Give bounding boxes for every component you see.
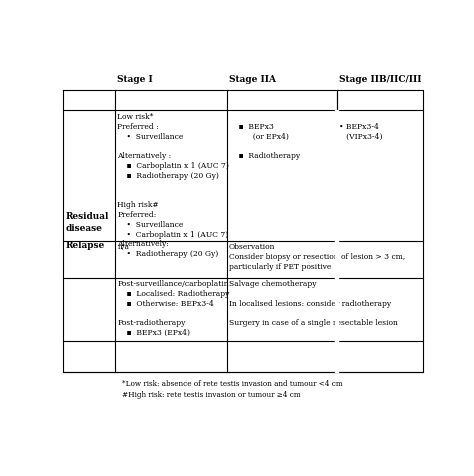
- Text: Stage IIB/IIC/III: Stage IIB/IIC/III: [339, 76, 421, 84]
- Text: Stage IIA: Stage IIA: [229, 76, 276, 84]
- Text: ▪  BEPx3
          (or EPx4)

    ▪  Radiotherapy: ▪ BEPx3 (or EPx4) ▪ Radiotherapy: [229, 113, 300, 160]
- Text: Stage I: Stage I: [118, 76, 153, 84]
- Text: Observation
Consider biopsy or resection of lesion > 3 cm,
particularly if PET p: Observation Consider biopsy or resection…: [229, 243, 405, 271]
- Text: Residual
disease: Residual disease: [65, 212, 109, 233]
- Text: First line: First line: [65, 41, 111, 50]
- Text: Low risk*
Preferred :
    •  Surveillance

Alternatively :
    ▪  Carboplatin x : Low risk* Preferred : • Surveillance Alt…: [118, 113, 229, 258]
- Text: n/a: n/a: [118, 243, 129, 251]
- Text: Relapse: Relapse: [65, 241, 104, 250]
- Text: Salvage chemotherapy

In localised lesions: consider radiotherapy

Surgery in ca: Salvage chemotherapy In localised lesion…: [229, 280, 398, 327]
- Text: *Low risk: absence of rete testis invasion and tumour <4 cm
#High risk: rete tes: *Low risk: absence of rete testis invasi…: [122, 380, 343, 399]
- Text: • BEPx3-4
   (VIPx3-4): • BEPx3-4 (VIPx3-4): [339, 113, 382, 140]
- Text: Post-surveillance/carboplatin
    ▪  Localised: Radiotherapy
    ▪  Otherwise: B: Post-surveillance/carboplatin ▪ Localise…: [118, 280, 230, 337]
